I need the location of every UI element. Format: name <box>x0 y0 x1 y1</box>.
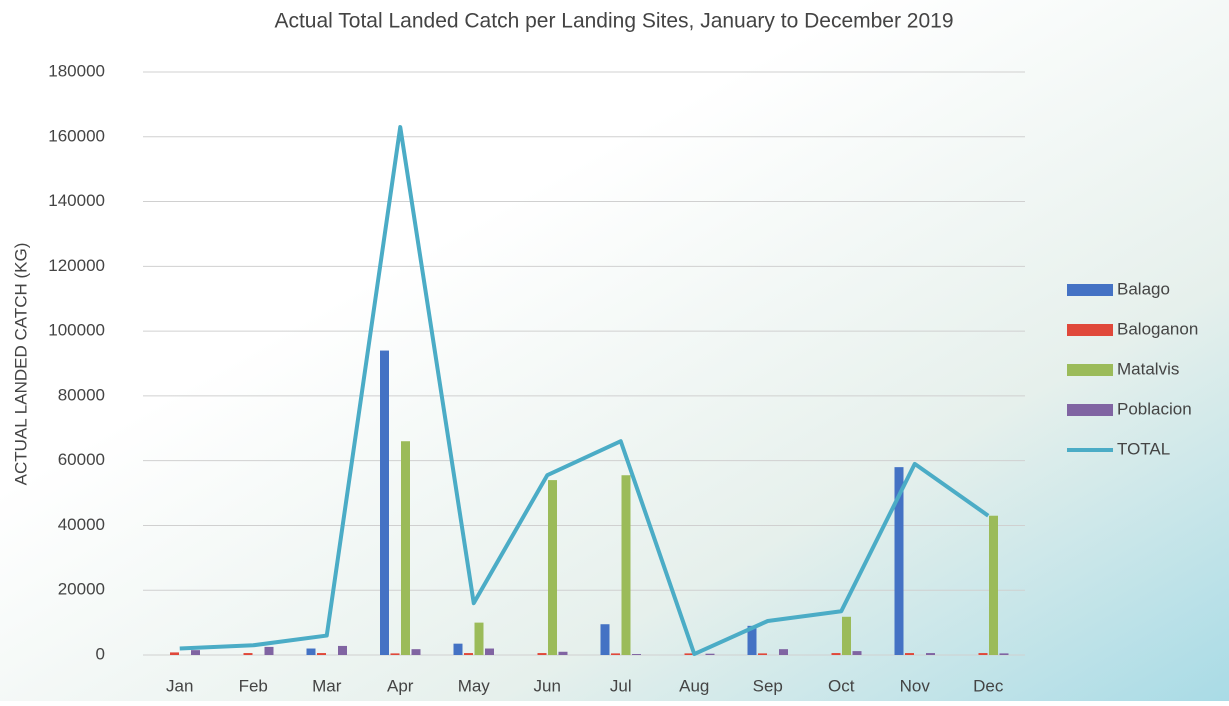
legend-swatch <box>1067 324 1113 336</box>
bar <box>244 653 253 655</box>
bar <box>926 653 935 655</box>
bar <box>842 617 851 655</box>
x-tick-label: Jan <box>166 676 193 695</box>
x-tick-label: May <box>458 676 491 695</box>
chart: Actual Total Landed Catch per Landing Si… <box>0 0 1229 701</box>
bar <box>265 647 274 655</box>
bar <box>989 516 998 655</box>
bar <box>706 654 715 655</box>
x-tick-label: Aug <box>679 676 709 695</box>
bar <box>853 651 862 655</box>
legend-label: Matalvis <box>1117 359 1179 378</box>
x-tick-label: Dec <box>973 676 1004 695</box>
bar <box>632 654 641 655</box>
bar <box>832 653 841 655</box>
legend-label: Poblacion <box>1117 399 1192 418</box>
bar <box>779 649 788 655</box>
legend-label: Balago <box>1117 279 1170 298</box>
y-tick-label: 180000 <box>48 61 105 80</box>
bar <box>401 441 410 655</box>
bar <box>191 650 200 655</box>
bar <box>317 653 326 655</box>
y-tick-label: 0 <box>96 644 105 663</box>
y-tick-label: 60000 <box>58 450 105 469</box>
bar <box>601 624 610 655</box>
bar <box>1000 653 1009 655</box>
x-tick-label: Oct <box>828 676 855 695</box>
chart-title: Actual Total Landed Catch per Landing Si… <box>274 10 953 33</box>
y-axis-label: ACTUAL LANDED CATCH (KG) <box>11 243 30 486</box>
bar <box>979 653 988 655</box>
legend-swatch <box>1067 284 1113 296</box>
bar <box>485 649 494 655</box>
bar <box>475 623 484 655</box>
legend-label: TOTAL <box>1117 439 1170 458</box>
bar <box>307 649 316 655</box>
x-tick-label: Jul <box>610 676 632 695</box>
bar <box>412 649 421 655</box>
bar <box>559 652 568 655</box>
bar <box>538 653 547 655</box>
bar <box>454 644 463 655</box>
background <box>0 0 1229 701</box>
y-tick-label: 80000 <box>58 385 105 404</box>
x-tick-label: Jun <box>534 676 561 695</box>
y-tick-label: 100000 <box>48 321 105 340</box>
y-tick-label: 160000 <box>48 126 105 145</box>
bar <box>622 475 631 655</box>
y-tick-label: 20000 <box>58 580 105 599</box>
bar <box>464 653 473 655</box>
legend-label: Baloganon <box>1117 319 1198 338</box>
bar <box>611 653 620 655</box>
bar <box>548 480 557 655</box>
y-tick-label: 140000 <box>48 191 105 210</box>
x-tick-label: Apr <box>387 676 414 695</box>
x-tick-label: Feb <box>239 676 268 695</box>
legend-swatch <box>1067 364 1113 376</box>
x-tick-label: Nov <box>900 676 931 695</box>
bar <box>391 653 400 655</box>
x-tick-label: Mar <box>312 676 342 695</box>
bar <box>170 652 179 655</box>
bar <box>758 653 767 655</box>
legend-swatch <box>1067 404 1113 416</box>
bar <box>338 646 347 655</box>
bar <box>380 351 389 655</box>
bar <box>905 653 914 655</box>
x-tick-label: Sep <box>753 676 783 695</box>
y-tick-label: 120000 <box>48 256 105 275</box>
y-tick-label: 40000 <box>58 515 105 534</box>
